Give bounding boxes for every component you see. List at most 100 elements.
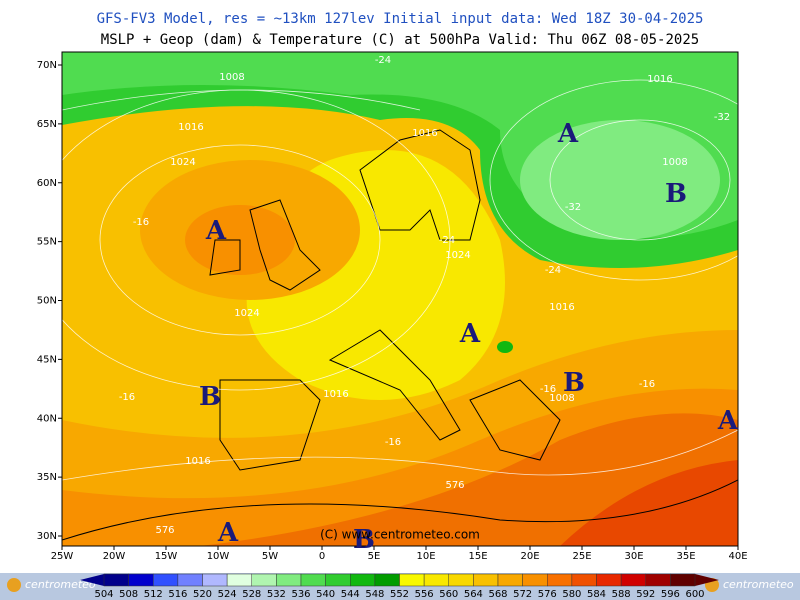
isotherm-label: -32 bbox=[714, 112, 730, 123]
isotherm-label: -24 bbox=[375, 55, 391, 66]
colorbar-box bbox=[448, 573, 474, 587]
coast-britain bbox=[209, 199, 321, 291]
colorbar-label: 544 bbox=[341, 589, 360, 600]
logo-left: centrometeo bbox=[25, 578, 96, 591]
copyright: (C) www.centrometeo.com bbox=[320, 528, 480, 542]
lon-label: 10E bbox=[416, 551, 435, 562]
green-spot bbox=[497, 341, 513, 353]
colorbar-label: 508 bbox=[119, 589, 138, 600]
colorbar-label: 516 bbox=[168, 589, 187, 600]
isobar-label: 1008 bbox=[662, 157, 687, 168]
colorbar-label: 572 bbox=[513, 589, 532, 600]
isotherm-label: -16 bbox=[385, 437, 401, 448]
lat-label: 40N bbox=[37, 413, 57, 424]
colorbar-label: 584 bbox=[587, 589, 606, 600]
colorbar-label: 556 bbox=[415, 589, 434, 600]
colorbar-box bbox=[128, 573, 154, 587]
colorbar-label: 596 bbox=[661, 589, 680, 600]
lat-label: 65N bbox=[37, 119, 57, 130]
lat-label: 60N bbox=[37, 178, 57, 189]
colorbar-label: 504 bbox=[94, 589, 113, 600]
colorbar-label: 560 bbox=[439, 589, 458, 600]
colorbar-label: 520 bbox=[193, 589, 212, 600]
colorbar-box bbox=[596, 573, 622, 587]
pressure-center: B bbox=[563, 368, 585, 398]
colorbar-label: 532 bbox=[267, 589, 286, 600]
geopotential-label: 576 bbox=[445, 480, 464, 491]
colorbar-box bbox=[202, 573, 228, 587]
colorbar-box bbox=[497, 573, 523, 587]
colorbar-label: 536 bbox=[291, 589, 310, 600]
lon-label: 25E bbox=[572, 551, 591, 562]
colorbar-label: 552 bbox=[390, 589, 409, 600]
colorbar-box bbox=[670, 573, 696, 587]
isobar-label: 1008 bbox=[549, 393, 574, 404]
pressure-center: B bbox=[665, 179, 687, 209]
pressure-center: B bbox=[353, 525, 375, 555]
lon-label: 20E bbox=[520, 551, 539, 562]
header-line2: MSLP + Geop (dam) & Temperature (C) at 5… bbox=[101, 32, 699, 48]
colorbar-label: 548 bbox=[365, 589, 384, 600]
colorbar-label: 568 bbox=[488, 589, 507, 600]
isobar-label: 1024 bbox=[445, 250, 470, 261]
lon-label: 15W bbox=[155, 551, 178, 562]
isobar-label: 1016 bbox=[549, 302, 574, 313]
coast-africa bbox=[62, 479, 738, 541]
colorbar-box bbox=[325, 573, 351, 587]
lon-label: 40E bbox=[728, 551, 747, 562]
colorbar-box bbox=[350, 573, 376, 587]
isotherm-label: -16 bbox=[119, 392, 135, 403]
isobar-label: 1016 bbox=[178, 122, 203, 133]
colorbar-label: 600 bbox=[685, 589, 704, 600]
colorbar-box bbox=[276, 573, 302, 587]
isotherm-label: -16 bbox=[540, 384, 556, 395]
lat-label: 70N bbox=[37, 60, 57, 71]
logo-icon bbox=[7, 578, 21, 592]
colorbar-label: 524 bbox=[218, 589, 237, 600]
lat-label: 55N bbox=[37, 237, 57, 248]
axes: 70N 65N 60N 55N 50N 45N 40N 35N 30N 25W 20W 15W 10W 5… bbox=[37, 60, 748, 562]
lat-label: 50N bbox=[37, 296, 57, 307]
colorbar-arrow bbox=[80, 574, 104, 586]
colorbar-box bbox=[620, 573, 646, 587]
colorbar-box bbox=[251, 573, 277, 587]
lat-label: 30N bbox=[37, 531, 57, 542]
colorbar-label: 564 bbox=[464, 589, 483, 600]
colorbar-box bbox=[300, 573, 326, 587]
logo-right: centrometeo bbox=[723, 578, 794, 591]
isobar-label: 1016 bbox=[323, 389, 348, 400]
geopotential-label: 576 bbox=[155, 525, 174, 536]
colorbar-box bbox=[226, 573, 252, 587]
isobar-label: 1024 bbox=[170, 157, 195, 168]
lon-label: 15E bbox=[468, 551, 487, 562]
isotherm-label: -16 bbox=[133, 217, 149, 228]
isotherm-label: -32 bbox=[565, 202, 581, 213]
colorbar-label: 580 bbox=[562, 589, 581, 600]
colorbar-box bbox=[103, 573, 129, 587]
colorbar-box bbox=[473, 573, 499, 587]
lon-label: 35E bbox=[676, 551, 695, 562]
colorbar-label: 512 bbox=[144, 589, 163, 600]
lon-label: 5W bbox=[262, 551, 278, 562]
lon-label: 5E bbox=[368, 551, 381, 562]
colorbar-arrow bbox=[695, 574, 719, 586]
lon-label: 25W bbox=[51, 551, 74, 562]
field-red2 bbox=[560, 460, 738, 546]
pressure-center: A bbox=[717, 406, 739, 436]
map-frame bbox=[61, 51, 739, 547]
colorbar-box bbox=[571, 573, 597, 587]
lat-label: 35N bbox=[37, 472, 57, 483]
lon-label: 30E bbox=[624, 551, 643, 562]
isotherm-label: -24 bbox=[439, 235, 455, 246]
colorbar-box bbox=[645, 573, 671, 587]
colorbar-box bbox=[153, 573, 179, 587]
colorbar-label: 588 bbox=[612, 589, 631, 600]
isotherm-label: -24 bbox=[545, 265, 561, 276]
colorbar-label: 592 bbox=[636, 589, 655, 600]
colorbar-box bbox=[399, 573, 425, 587]
pressure-center: A bbox=[557, 119, 579, 149]
colorbar-box bbox=[522, 573, 548, 587]
coast-south bbox=[219, 329, 561, 471]
colorbar: centrometeo centrometeo 504 508 512 516 520 5… bbox=[0, 573, 800, 600]
